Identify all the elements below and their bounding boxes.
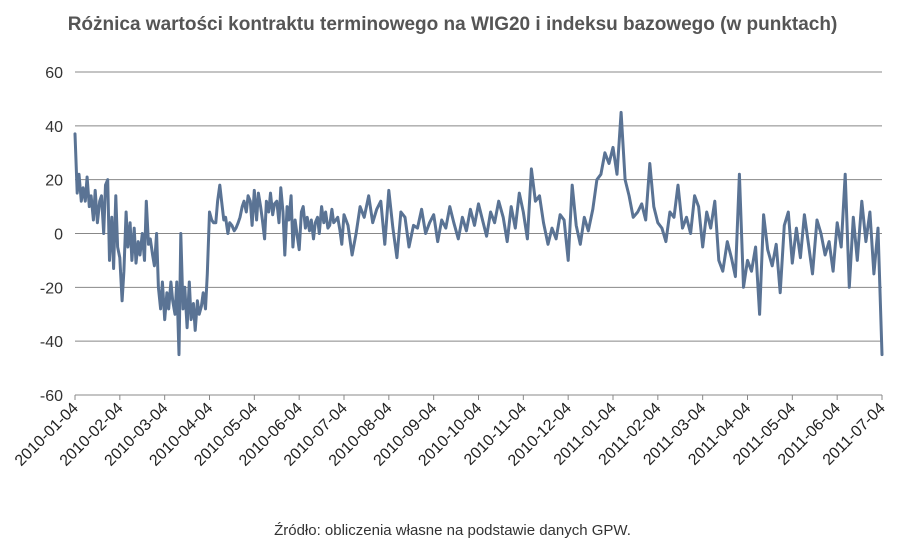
gridlines [75, 71, 882, 396]
chart-source-note: Źródło: obliczenia własne na podstawie d… [274, 522, 631, 539]
y-tick-label: 0 [54, 227, 63, 244]
x-axis: 2010-01-042010-02-042010-03-042010-04-04… [12, 394, 889, 470]
y-axis-ticks: 60 40 20 0 -20 -40 -60 [40, 65, 63, 405]
series-line [73, 110, 884, 357]
y-tick-label: 20 [45, 173, 63, 190]
y-tick-label: 40 [45, 119, 63, 136]
y-tick-label: -20 [40, 280, 63, 297]
y-tick-label: -40 [40, 334, 63, 351]
y-tick-label: 60 [45, 65, 63, 82]
y-tick-label: -60 [40, 388, 63, 405]
chart-title: Różnica wartości kontraktu terminowego n… [67, 14, 838, 35]
series-layer [73, 110, 884, 357]
